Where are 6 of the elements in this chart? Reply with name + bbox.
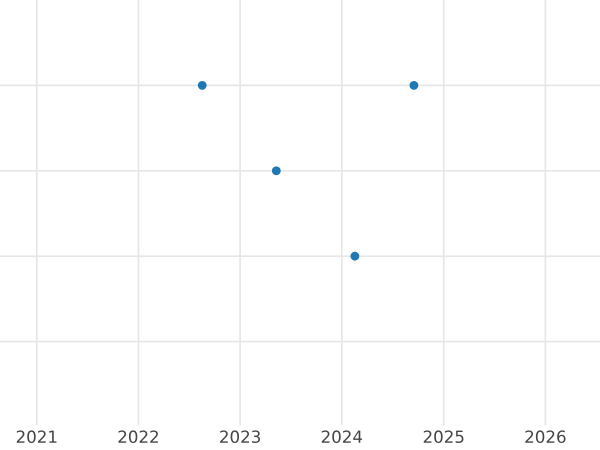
x-tick-label: 2021 xyxy=(16,430,56,444)
x-tick-label: 2022 xyxy=(118,430,158,444)
x-tick-label: 2026 xyxy=(525,430,566,444)
x-tick-label: 2023 xyxy=(220,430,260,444)
x-tick-label: 2025 xyxy=(424,430,464,444)
x-tick-label: 2024 xyxy=(322,430,362,444)
